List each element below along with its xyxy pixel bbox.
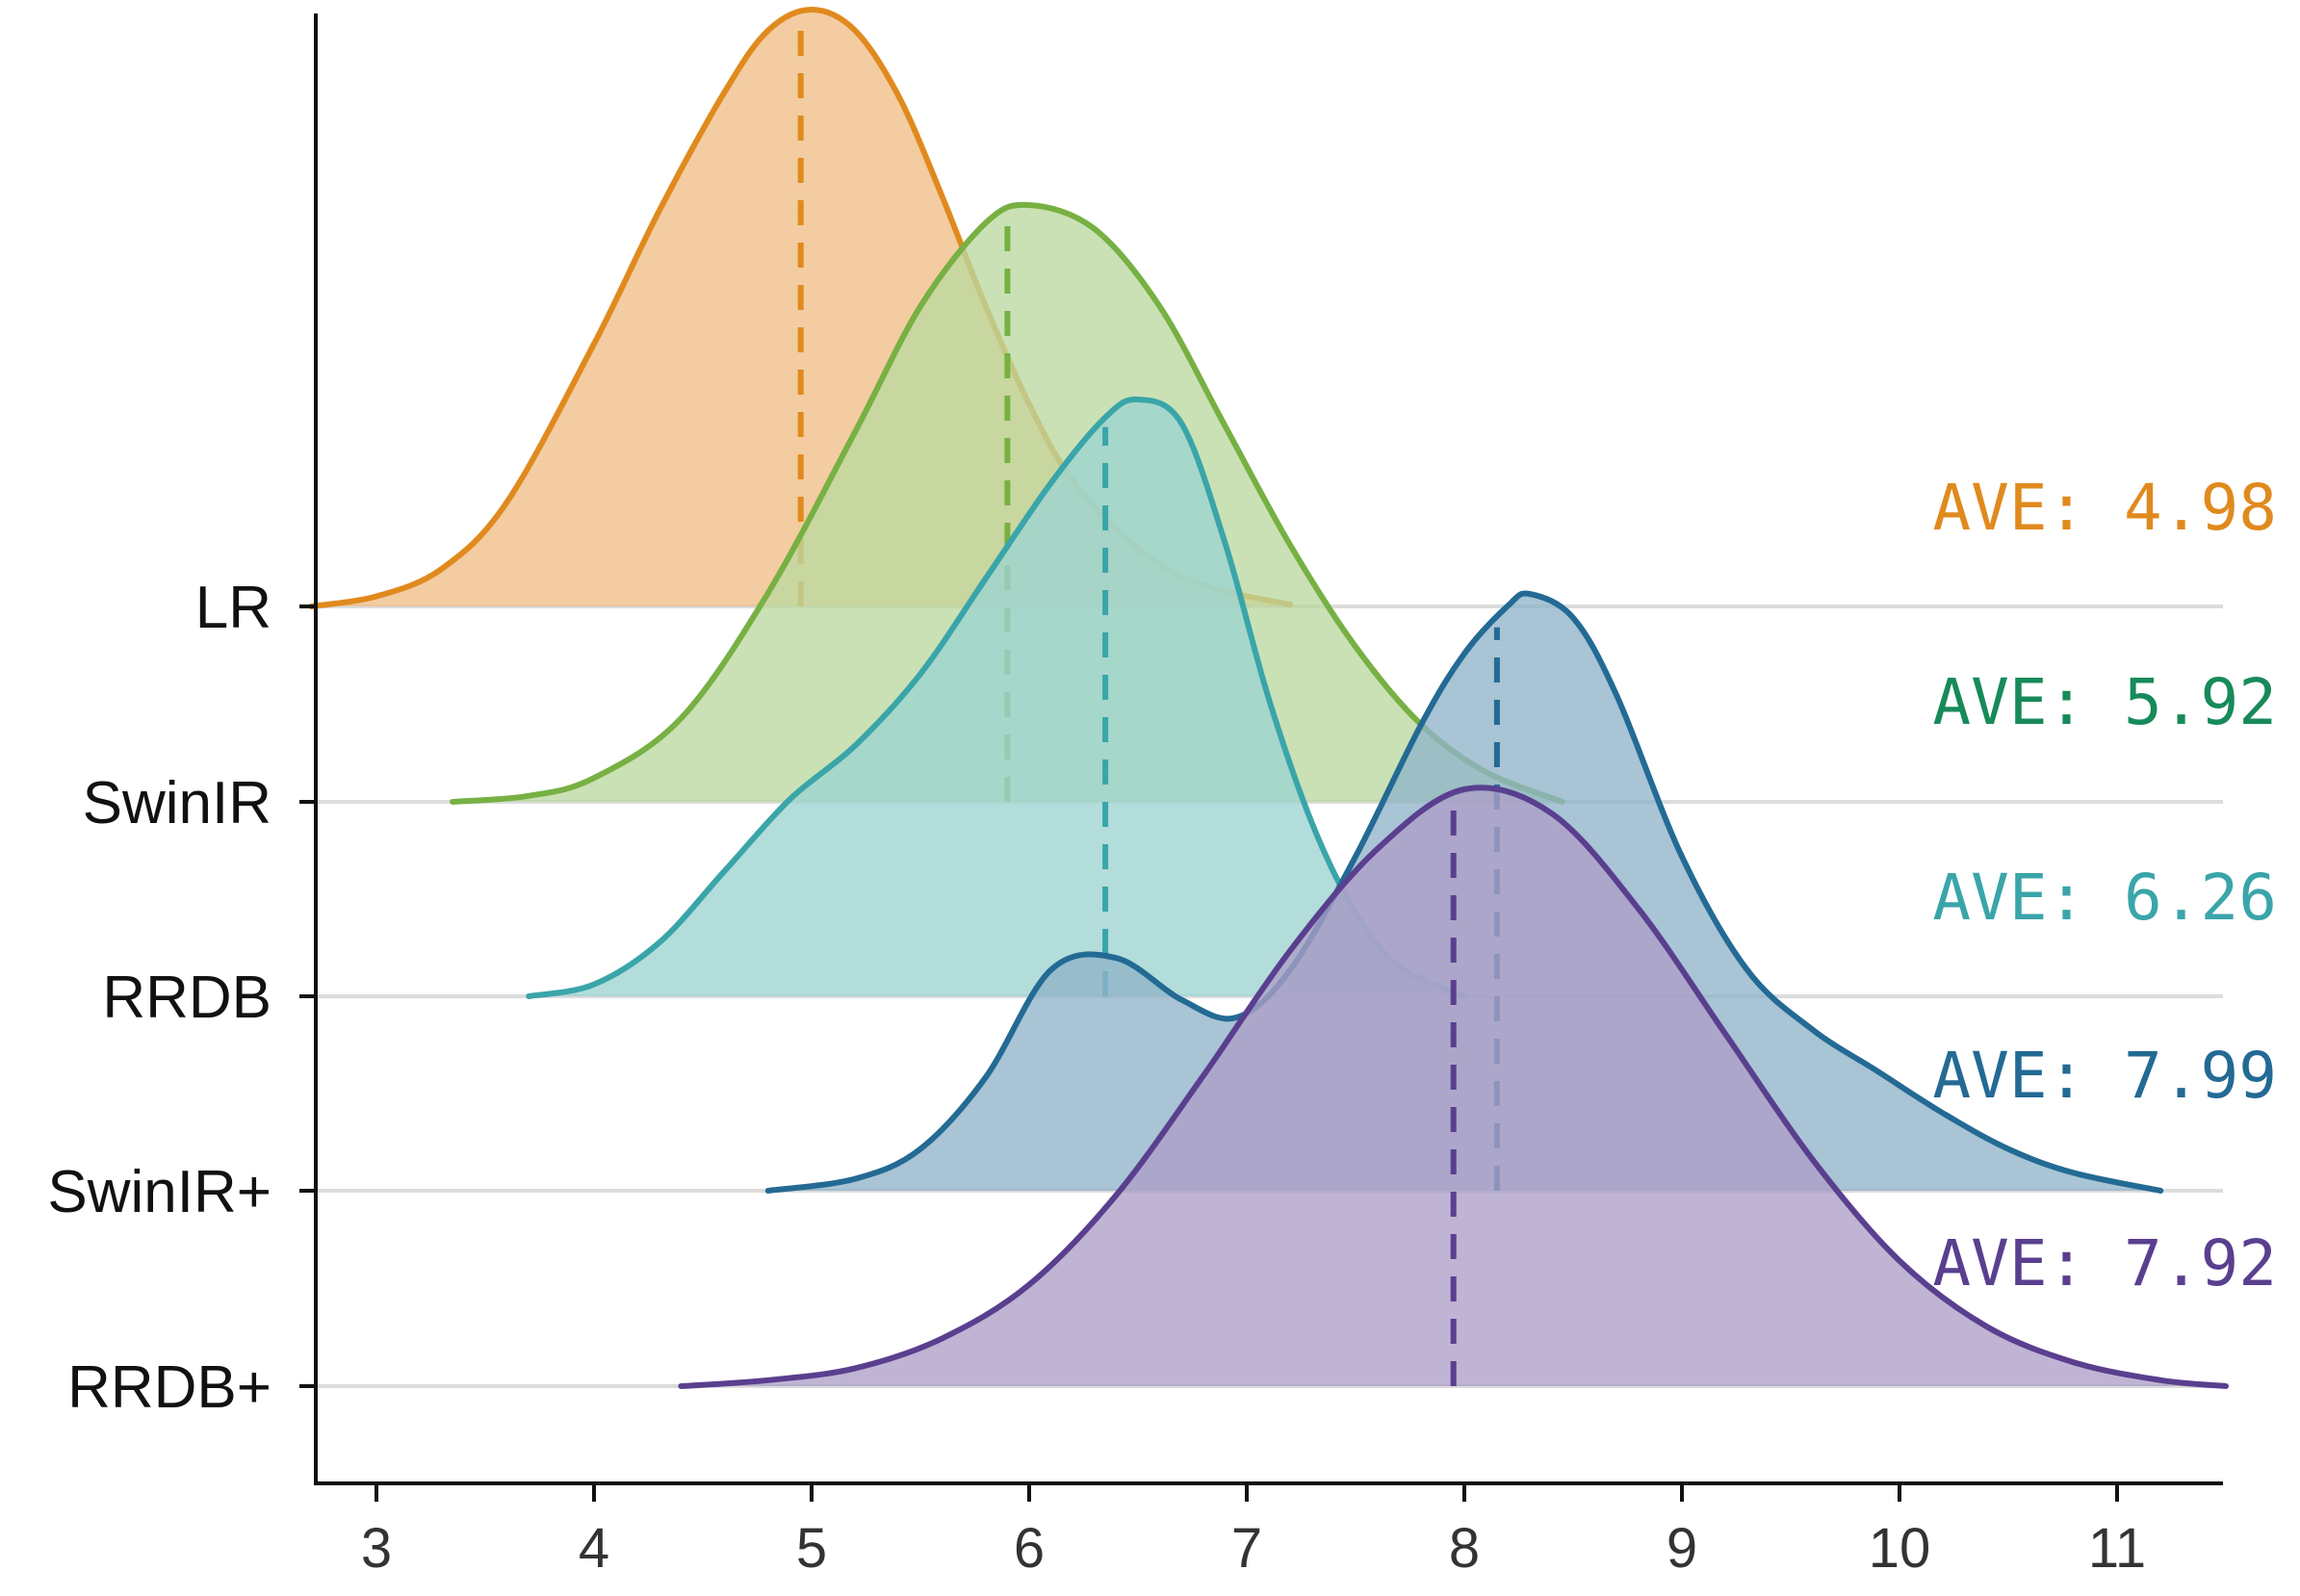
tick-layer (299, 605, 2119, 1502)
ridge-layer (308, 7, 2229, 1389)
ridge-outline (764, 590, 2164, 1194)
x-tick-label: 6 (1014, 1517, 1045, 1580)
x-tick-label: 8 (1449, 1517, 1480, 1580)
x-tick-label: 7 (1231, 1517, 1262, 1580)
annotation-layer: AVE: 4.98 AVE: 5.92 AVE: 6.26 AVE: 7.99 AVE:… (1932, 471, 2277, 1300)
category-label: RRDB (102, 965, 271, 1031)
x-tick-label: 11 (2088, 1517, 2146, 1580)
average-annotation: AVE: 7.99 (1932, 1039, 2277, 1113)
x-tick-label: 5 (796, 1517, 827, 1580)
average-annotation: AVE: 6.26 (1932, 861, 2277, 935)
category-label: SwinIR (83, 770, 271, 837)
x-tick-label: 3 (361, 1517, 392, 1580)
label-layer: LR SwinIR RRDB SwinIR+ RRDB+ 3 4 5 6 7 8 9 10 11 (47, 575, 2146, 1580)
axis-layer (314, 13, 2223, 1485)
x-tick-label: 9 (1667, 1517, 1697, 1580)
average-annotation: AVE: 5.92 (1932, 665, 2277, 739)
category-label: LR (195, 575, 271, 641)
average-annotation: AVE: 7.92 (1932, 1226, 2277, 1300)
average-annotation: AVE: 4.98 (1932, 471, 2277, 545)
ridge-outline (450, 201, 1565, 805)
category-label: RRDB+ (67, 1354, 271, 1421)
ridge-outline (526, 396, 1467, 999)
x-tick-label: 10 (1869, 1517, 1931, 1580)
x-tick-label: 4 (579, 1517, 609, 1580)
ridge-fill (529, 399, 1464, 997)
ridge-outline (678, 785, 2229, 1389)
category-label: SwinIR+ (47, 1159, 271, 1225)
